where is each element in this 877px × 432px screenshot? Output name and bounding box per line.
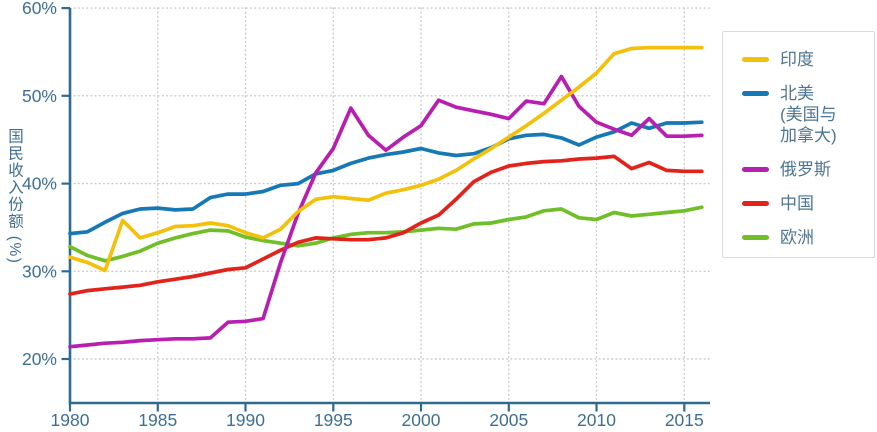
- x-tick-label: 2005: [489, 410, 528, 430]
- legend-label-india: 印度: [780, 50, 814, 69]
- y-tick-label: 50%: [22, 86, 57, 106]
- legend-label-europe: 欧洲: [780, 228, 814, 247]
- legend-item-europe: 欧洲: [742, 227, 868, 248]
- series-line-north-america: [68, 120, 704, 236]
- legend-swatch-north-america: [742, 91, 769, 96]
- y-tick-label: 40%: [22, 174, 57, 194]
- series-line-europe: [68, 205, 704, 263]
- x-tick-label: 1980: [51, 410, 90, 430]
- legend-swatch-india: [742, 57, 769, 62]
- y-tick-label: 30%: [22, 261, 57, 281]
- series-line-india: [68, 45, 704, 273]
- legend-swatch-europe: [742, 235, 769, 240]
- x-tick-label: 2000: [402, 410, 441, 430]
- legend-item-north-america: 北美 (美国与 加拿大): [742, 83, 868, 146]
- legend-swatch-china: [742, 201, 769, 206]
- y-tick-label: 60%: [22, 0, 57, 18]
- series-line-russia: [68, 74, 704, 349]
- series-line-china: [68, 154, 704, 296]
- x-tick-label: 2010: [577, 410, 616, 430]
- legend-label-russia: 俄罗斯: [780, 160, 831, 179]
- legend-item-russia: 俄罗斯: [742, 159, 868, 180]
- x-tick-label: 1995: [314, 410, 353, 430]
- x-tick-label: 1990: [226, 410, 265, 430]
- x-tick-label: 2015: [665, 410, 704, 430]
- y-axis-title: 国民收入份额 (%): [6, 128, 23, 265]
- x-tick-label: 1985: [138, 410, 177, 430]
- legend: 印度北美 (美国与 加拿大) 俄罗斯中国欧洲: [722, 31, 875, 258]
- legend-swatch-russia: [742, 167, 769, 172]
- y-tick-label: 20%: [22, 349, 57, 369]
- legend-label-china: 中国: [780, 194, 814, 213]
- legend-item-india: 印度: [742, 49, 868, 70]
- legend-item-china: 中国: [742, 193, 868, 214]
- legend-label-north-america: 北美 (美国与 加拿大): [780, 84, 837, 145]
